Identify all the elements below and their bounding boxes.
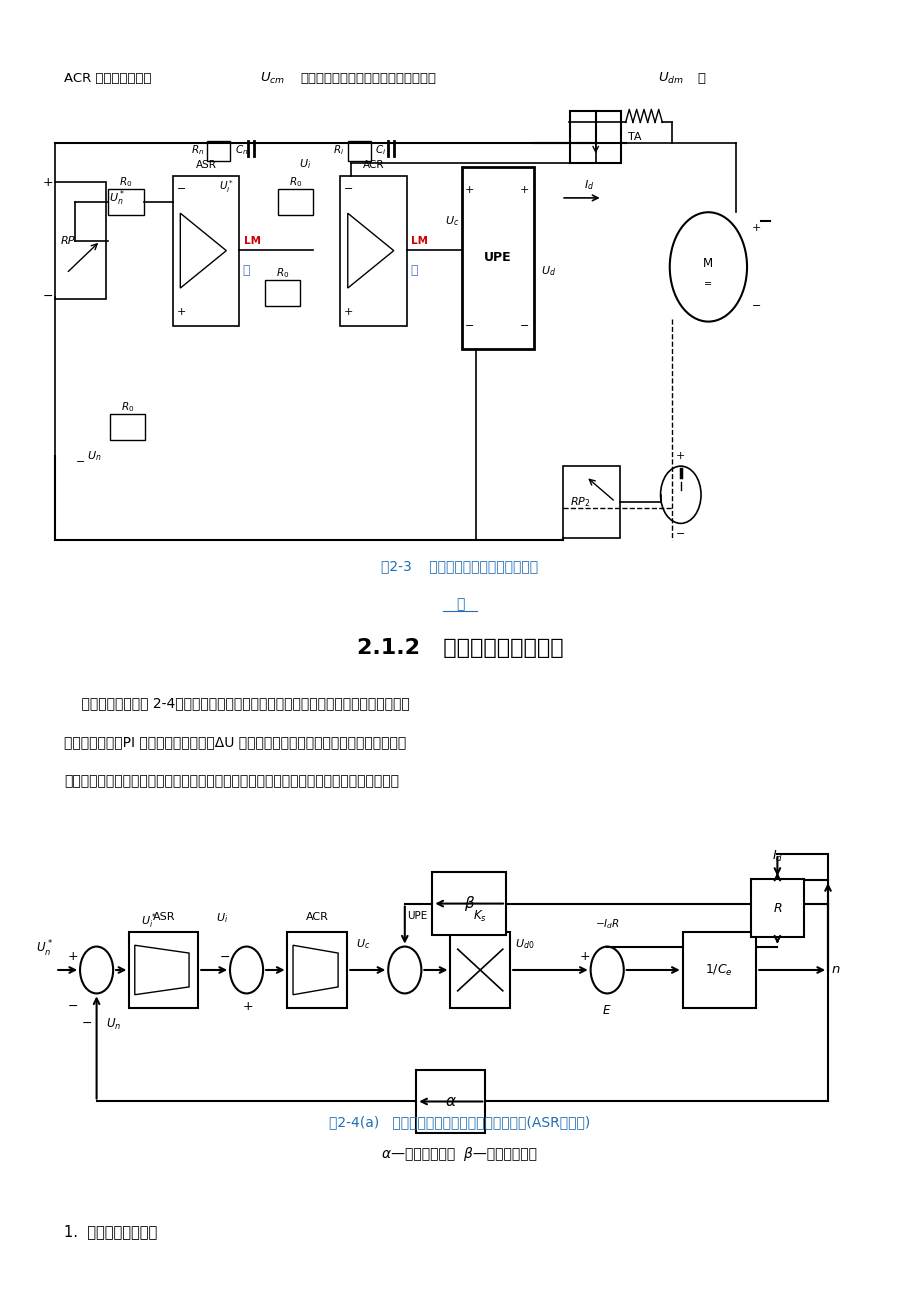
Text: $U_c$: $U_c$ xyxy=(357,937,370,950)
Bar xyxy=(562,466,619,538)
Text: TA: TA xyxy=(628,132,641,142)
Bar xyxy=(278,189,312,215)
Text: $R_0$: $R_0$ xyxy=(121,401,134,414)
Bar xyxy=(207,141,230,161)
Text: $U_{d0}$: $U_{d0}$ xyxy=(515,937,534,950)
Text: UPE: UPE xyxy=(483,251,511,264)
Text: −: − xyxy=(75,457,85,467)
Text: 1.  转速调节器不饱和: 1. 转速调节器不饱和 xyxy=(64,1224,157,1240)
Text: $C_n$: $C_n$ xyxy=(234,143,248,156)
Text: −: − xyxy=(464,320,473,331)
Text: −: − xyxy=(82,1017,92,1030)
Text: RP: RP xyxy=(61,236,75,246)
Text: $I_d$: $I_d$ xyxy=(771,849,782,865)
Text: $U_c$: $U_c$ xyxy=(445,215,460,228)
Text: 图: 图 xyxy=(455,598,464,611)
Text: ACR: ACR xyxy=(362,160,384,171)
Text: +: + xyxy=(519,185,528,195)
Text: $U_{dm}$: $U_{dm}$ xyxy=(657,70,683,86)
Text: $\beta$: $\beta$ xyxy=(463,894,474,913)
Bar xyxy=(287,932,347,1008)
Text: 限制了电力电子变换器的最大输出电压: 限制了电力电子变换器的最大输出电压 xyxy=(301,72,437,85)
Text: $U_{cm}$: $U_{cm}$ xyxy=(260,70,285,86)
Text: −: − xyxy=(519,320,528,331)
Bar xyxy=(129,932,198,1008)
Text: $U^*_n$: $U^*_n$ xyxy=(36,939,53,960)
Text: $E$: $E$ xyxy=(602,1004,611,1017)
Text: 节器不饱和时，PI 作用使输入偏差电压ΔU 在稳态时总是零。在正常运行时，电流调节器: 节器不饱和时，PI 作用使输入偏差电压ΔU 在稳态时总是零。在正常运行时，电流调… xyxy=(64,736,406,749)
Text: $n$: $n$ xyxy=(830,963,839,976)
Text: $U^*_i$: $U^*_i$ xyxy=(220,178,234,194)
Text: $U_n$: $U_n$ xyxy=(87,449,102,462)
Text: $U_d$: $U_d$ xyxy=(540,264,555,277)
Text: $U_n$: $U_n$ xyxy=(106,1017,121,1032)
Bar xyxy=(570,111,620,163)
Text: 。: 。 xyxy=(697,72,705,85)
Text: 图2-4(a)   双闭环直流调速系统的稳态结构框图(ASR未饱和): 图2-4(a) 双闭环直流调速系统的稳态结构框图(ASR未饱和) xyxy=(329,1116,590,1129)
Text: LM: LM xyxy=(244,236,260,246)
Text: 是不会达到饱和状态的。因此，对于静特性来说，只有转速调节器饱和与不饱和两种情况。: 是不会达到饱和状态的。因此，对于静特性来说，只有转速调节器饱和与不饱和两种情况。 xyxy=(64,775,399,788)
Text: 图2-3    双闭环直流调速系统电路原理: 图2-3 双闭环直流调速系统电路原理 xyxy=(381,560,538,573)
Bar xyxy=(450,932,509,1008)
Text: $RP_2$: $RP_2$ xyxy=(570,495,590,509)
Text: +: + xyxy=(243,1000,254,1013)
Text: α—转速反馈系数  β—电流反馈系数: α—转速反馈系数 β—电流反馈系数 xyxy=(382,1147,537,1160)
Bar xyxy=(432,872,505,935)
Text: −: − xyxy=(42,290,53,303)
Text: −: − xyxy=(176,184,186,194)
Text: M: M xyxy=(702,256,713,270)
Text: −: − xyxy=(220,950,231,963)
Text: $-I_dR$: $-I_dR$ xyxy=(594,917,619,931)
Text: $U_i$: $U_i$ xyxy=(216,911,228,926)
Text: ASR: ASR xyxy=(196,160,216,171)
Bar xyxy=(461,167,533,349)
Text: $U_i$: $U_i$ xyxy=(299,158,311,171)
Bar xyxy=(173,176,239,326)
Text: $\alpha$: $\alpha$ xyxy=(445,1094,456,1109)
Text: ACR: ACR xyxy=(306,911,328,922)
Text: $I_d$: $I_d$ xyxy=(584,178,594,191)
Bar xyxy=(416,1070,485,1133)
Text: $U^*_n$: $U^*_n$ xyxy=(108,187,124,208)
Text: $C_i$: $C_i$ xyxy=(375,143,386,156)
Text: LM: LM xyxy=(411,236,427,246)
Text: +: + xyxy=(464,185,473,195)
Text: ASR: ASR xyxy=(153,911,175,922)
Bar xyxy=(55,182,106,299)
Text: −: − xyxy=(675,529,685,539)
Bar xyxy=(110,414,145,440)
Text: $R_i$: $R_i$ xyxy=(333,143,344,156)
Text: +: + xyxy=(579,950,590,963)
Text: 2.1.2   稳态结构图和静特性: 2.1.2 稳态结构图和静特性 xyxy=(357,638,562,659)
Text: +: + xyxy=(67,950,78,963)
Text: $K_s$: $K_s$ xyxy=(472,909,487,924)
Text: $1/C_e$: $1/C_e$ xyxy=(705,962,732,978)
Bar xyxy=(108,189,144,215)
Bar xyxy=(265,280,300,306)
Text: UPE: UPE xyxy=(407,911,427,922)
Text: $R$: $R$ xyxy=(772,902,781,914)
Bar xyxy=(750,879,803,937)
Text: ACR 的输出限幅电压: ACR 的输出限幅电压 xyxy=(64,72,152,85)
Text: −: − xyxy=(67,1000,78,1013)
Text: −: − xyxy=(344,184,353,194)
Text: 稳态结构图，如图 2-4。当调节器饱和时，输出为恒值，相当于使该调节环开环。当调: 稳态结构图，如图 2-4。当调节器饱和时，输出为恒值，相当于使该调节环开环。当调 xyxy=(64,697,410,710)
Text: ⌒: ⌒ xyxy=(410,264,417,277)
Text: +: + xyxy=(42,176,53,189)
Text: $U^*_i$: $U^*_i$ xyxy=(141,911,156,931)
Bar xyxy=(340,176,406,326)
Text: +: + xyxy=(344,307,353,318)
Text: $R_0$: $R_0$ xyxy=(119,176,132,189)
Text: $R_0$: $R_0$ xyxy=(289,176,301,189)
Text: +: + xyxy=(176,307,186,318)
Bar xyxy=(347,141,370,161)
Text: =: = xyxy=(704,279,711,289)
Text: ⌒: ⌒ xyxy=(243,264,250,277)
Text: +: + xyxy=(751,223,760,233)
Text: +: + xyxy=(675,450,685,461)
Bar xyxy=(682,932,755,1008)
Text: $R_0$: $R_0$ xyxy=(276,267,289,280)
Text: $R_n$: $R_n$ xyxy=(191,143,204,156)
Text: −: − xyxy=(751,301,760,311)
